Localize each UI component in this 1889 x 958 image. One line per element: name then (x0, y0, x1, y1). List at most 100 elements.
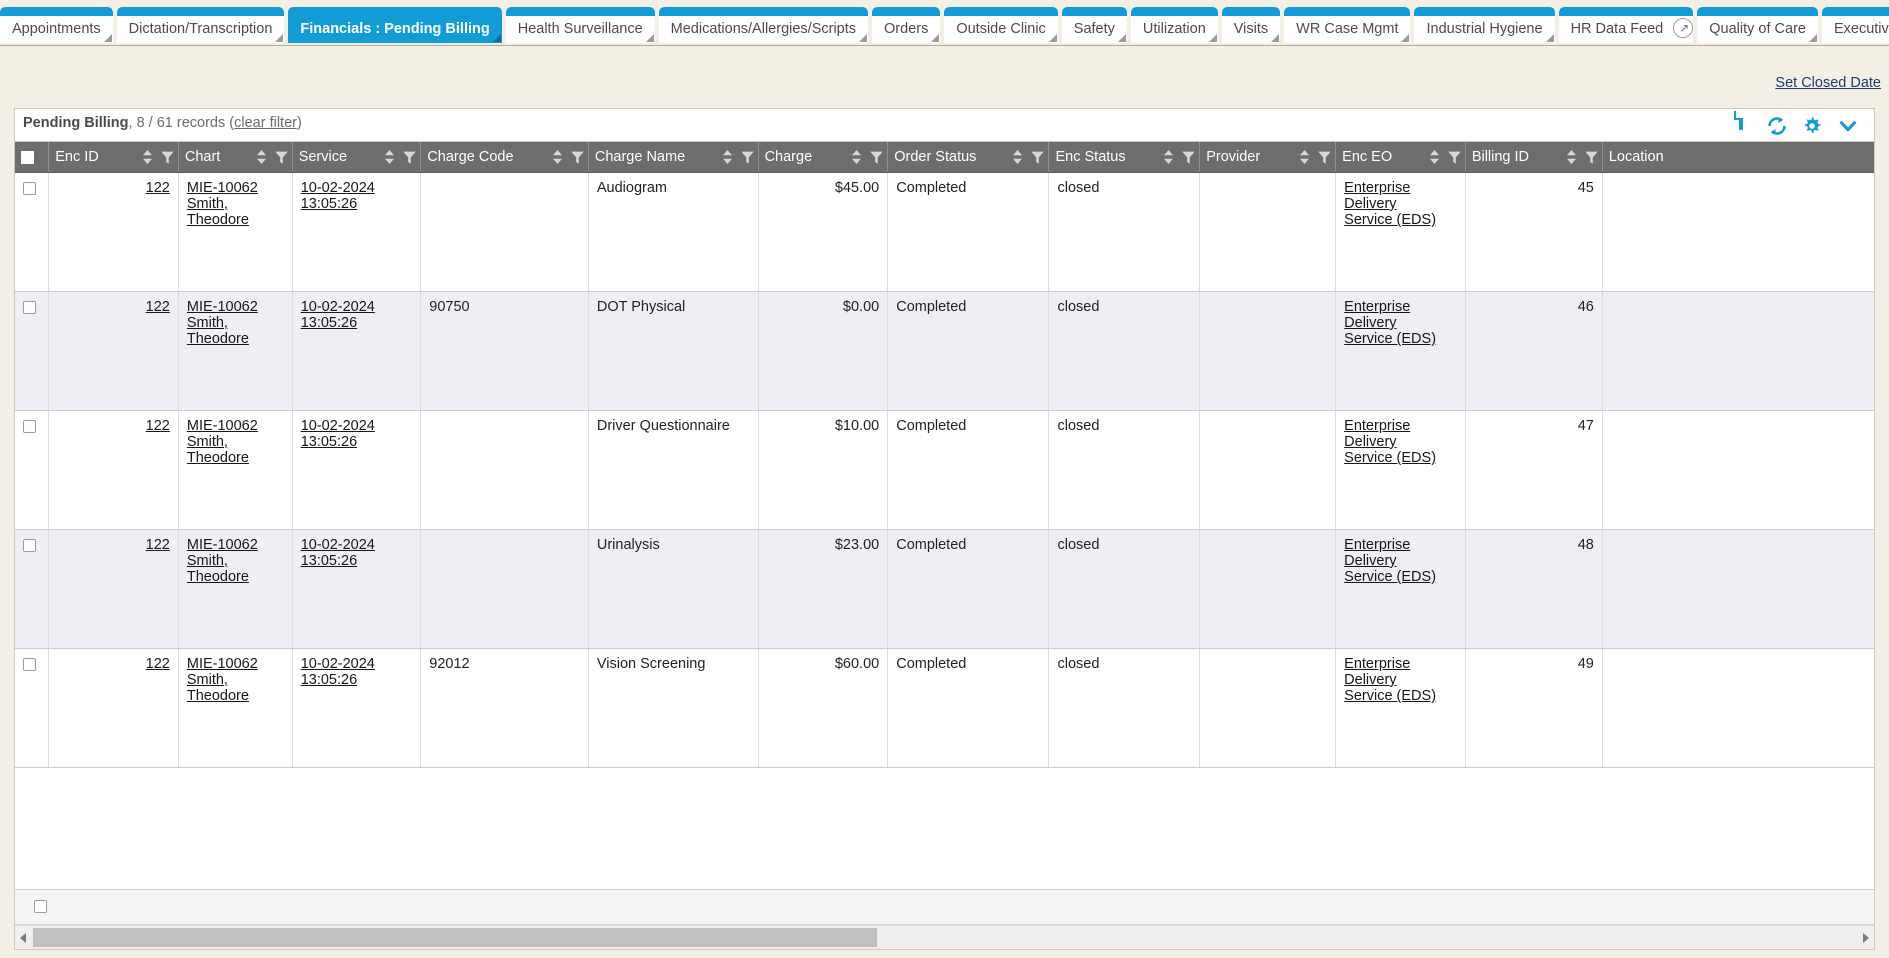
tab-resize-corner-icon[interactable] (1117, 34, 1126, 42)
tab-resize-corner-icon[interactable] (645, 34, 654, 42)
tab-medications-allergies-scripts[interactable]: Medications/Allergies/Scripts (658, 7, 869, 43)
filter-icon[interactable] (1585, 151, 1598, 164)
filter-icon[interactable] (740, 151, 754, 164)
chart-mrn-link[interactable]: MIE-10062 (186, 656, 258, 672)
sort-icon[interactable] (1012, 150, 1023, 164)
service-date-link[interactable]: 10-02-2024 (300, 299, 375, 315)
enc-eo-link-line1[interactable]: Enterprise Delivery (1344, 180, 1411, 212)
chart-mrn-link[interactable]: MIE-10062 (186, 180, 258, 196)
scroll-left-arrow-icon[interactable] (15, 926, 32, 949)
sort-icon[interactable] (384, 150, 395, 164)
tab-resize-corner-icon[interactable] (492, 34, 501, 42)
service-date-link[interactable]: 10-02-2024 (300, 656, 375, 672)
column-header-chart[interactable]: Chart (178, 142, 293, 173)
tab-outside-clinic[interactable]: Outside Clinic (944, 7, 1058, 43)
tab-wr-case-mgmt[interactable]: WR Case Mgmt (1284, 7, 1411, 43)
tab-resize-corner-icon[interactable] (1048, 34, 1057, 42)
column-header-enc-id[interactable]: Enc ID (48, 142, 179, 173)
tab-health-surveillance[interactable]: Health Surveillance (505, 7, 655, 43)
service-time-link[interactable]: 13:05:26 (300, 196, 358, 212)
gear-icon[interactable] (1796, 113, 1828, 139)
filter-icon[interactable] (274, 151, 288, 164)
select-all-header-cell[interactable] (15, 142, 50, 173)
column-header-enc-eo[interactable]: Enc EO (1335, 142, 1466, 173)
filter-icon[interactable] (1031, 151, 1045, 164)
service-time-link[interactable]: 13:05:26 (300, 672, 358, 688)
tab-resize-corner-icon[interactable] (1208, 34, 1217, 42)
service-time-link[interactable]: 13:05:26 (300, 553, 358, 569)
service-time-link[interactable]: 13:05:26 (300, 315, 358, 331)
chart-mrn-link[interactable]: MIE-10062 (186, 418, 258, 434)
filter-icon[interactable] (870, 151, 883, 164)
table-row[interactable]: 122 MIE-10062 Smith, Theodore 10-02-2024 13:… (15, 410, 1874, 530)
filter-icon[interactable] (1182, 151, 1195, 164)
sort-icon[interactable] (256, 150, 267, 164)
chart-mrn-link[interactable]: MIE-10062 (186, 299, 258, 315)
footer-select-checkbox[interactable] (34, 900, 47, 913)
chart-name-link[interactable]: Smith, Theodore (186, 315, 249, 347)
new-document-icon[interactable] (1725, 111, 1757, 139)
enc-eo-link-line1[interactable]: Enterprise Delivery (1344, 299, 1411, 331)
enc-eo-link-line1[interactable]: Enterprise Delivery (1344, 418, 1411, 450)
row-select-cell[interactable] (15, 648, 50, 768)
column-header-order-status[interactable]: Order Status (887, 142, 1050, 173)
filter-icon[interactable] (403, 151, 416, 164)
scrollbar-thumb[interactable] (33, 928, 877, 947)
sort-icon[interactable] (1299, 150, 1310, 164)
tab-resize-corner-icon[interactable] (103, 34, 112, 42)
select-all-checkbox[interactable] (21, 150, 34, 164)
tab-financials-pending-billing[interactable]: Financials : Pending Billing (288, 7, 502, 43)
sort-icon[interactable] (1163, 150, 1174, 164)
enc-id-link[interactable]: 122 (145, 180, 170, 196)
tab-resize-corner-icon[interactable] (931, 34, 940, 42)
sort-icon[interactable] (1566, 150, 1577, 164)
tab-dictation-transcription[interactable]: Dictation/Transcription (116, 7, 285, 43)
column-header-location[interactable]: Location (1602, 142, 1874, 173)
column-header-charge[interactable]: Charge (758, 142, 889, 173)
table-row[interactable]: 122 MIE-10062 Smith, Theodore 10-02-2024 13:… (15, 529, 1874, 649)
enc-eo-link-line1[interactable]: Enterprise Delivery (1344, 537, 1411, 569)
service-time-link[interactable]: 13:05:26 (300, 434, 358, 450)
tab-resize-corner-icon[interactable] (275, 34, 284, 42)
column-header-provider[interactable]: Provider (1199, 142, 1337, 173)
tab-visits[interactable]: Visits (1221, 7, 1281, 43)
filter-icon[interactable] (1448, 151, 1461, 164)
tab-safety[interactable]: Safety (1061, 7, 1127, 43)
table-row[interactable]: 122 MIE-10062 Smith, Theodore 10-02-2024 13:… (15, 172, 1874, 292)
filter-icon[interactable] (1318, 151, 1331, 164)
enc-eo-link-line2[interactable]: Service (EDS) (1344, 569, 1437, 585)
row-select-cell[interactable] (15, 291, 50, 411)
sort-icon[interactable] (722, 150, 733, 164)
enc-id-link[interactable]: 122 (145, 656, 170, 672)
row-select-checkbox[interactable] (23, 657, 36, 671)
column-header-charge-code[interactable]: Charge Code (420, 142, 589, 173)
chart-name-link[interactable]: Smith, Theodore (186, 196, 249, 228)
tab-resize-corner-icon[interactable] (859, 34, 868, 42)
horizontal-scrollbar[interactable] (15, 925, 1874, 949)
tab-resize-corner-icon[interactable] (1545, 34, 1554, 42)
column-header-service[interactable]: Service (292, 142, 422, 173)
filter-icon[interactable] (161, 151, 174, 164)
tab-executive-dashboard[interactable]: Executive Dashboard (1821, 7, 1889, 43)
row-select-checkbox[interactable] (23, 419, 36, 433)
table-row[interactable]: 122 MIE-10062 Smith, Theodore 10-02-2024 13:… (15, 648, 1874, 768)
tab-orders[interactable]: Orders (872, 7, 941, 43)
column-header-charge-name[interactable]: Charge Name (588, 142, 759, 173)
enc-eo-link-line2[interactable]: Service (EDS) (1344, 212, 1437, 228)
row-select-checkbox[interactable] (23, 538, 36, 552)
tab-quality-of-care[interactable]: Quality of Care (1697, 7, 1818, 43)
enc-id-link[interactable]: 122 (145, 537, 170, 553)
row-select-cell[interactable] (15, 172, 50, 292)
tab-industrial-hygiene[interactable]: Industrial Hygiene (1414, 7, 1555, 43)
tab-resize-corner-icon[interactable] (1401, 34, 1410, 42)
clear-filter-link[interactable]: clear filter (234, 115, 297, 131)
external-link-icon[interactable] (1673, 18, 1694, 39)
enc-id-link[interactable]: 122 (145, 418, 170, 434)
chart-name-link[interactable]: Smith, Theodore (186, 672, 249, 704)
tab-appointments[interactable]: Appointments (0, 7, 113, 43)
set-closed-date-link[interactable]: Set Closed Date (1775, 75, 1881, 91)
row-select-cell[interactable] (15, 529, 50, 649)
enc-eo-link-line2[interactable]: Service (EDS) (1344, 688, 1437, 704)
service-date-link[interactable]: 10-02-2024 (300, 180, 375, 196)
tab-utilization[interactable]: Utilization (1130, 7, 1218, 43)
